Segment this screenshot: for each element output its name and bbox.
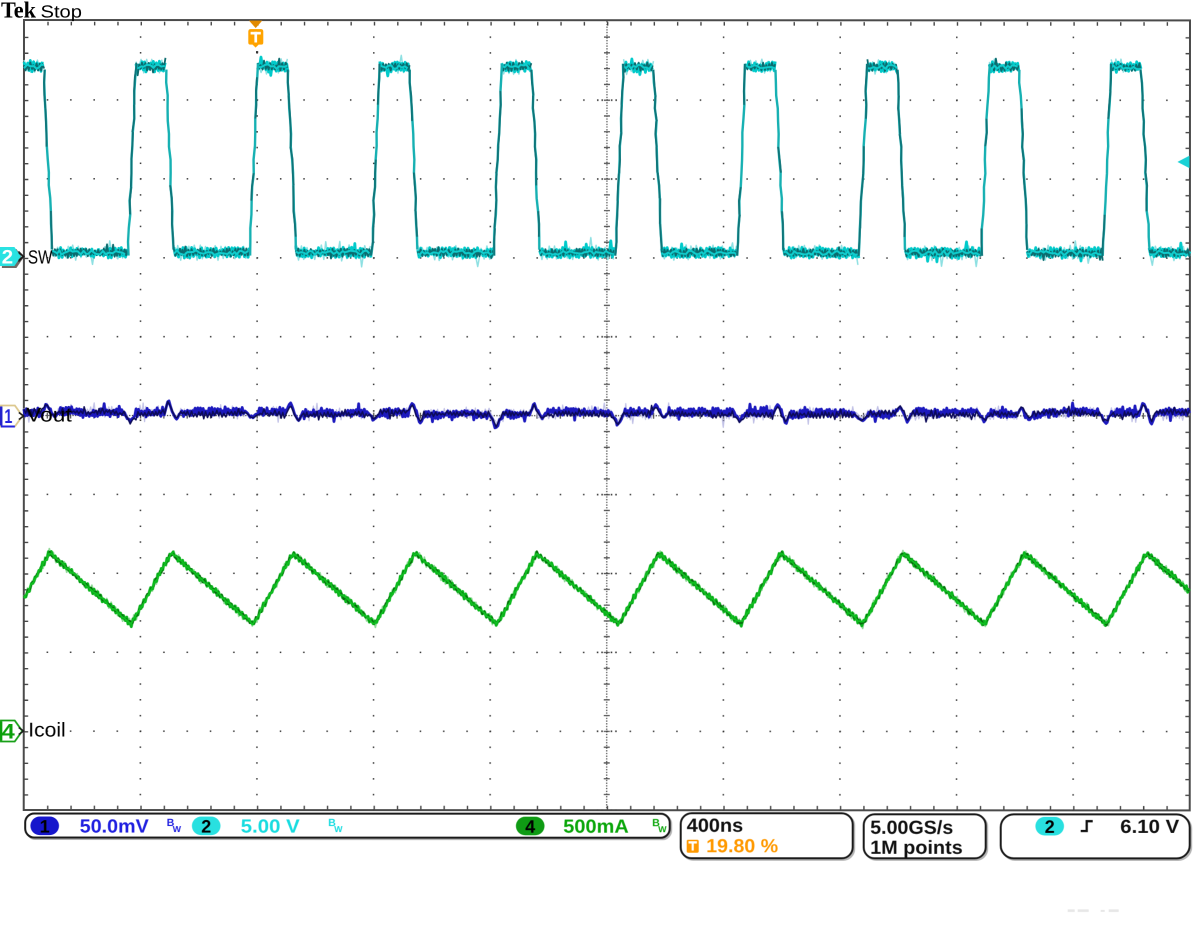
svg-text:4: 4 (525, 816, 535, 836)
svg-text:5.00GS/s: 5.00GS/s (870, 818, 953, 839)
svg-text:4: 4 (2, 721, 15, 744)
svg-text:2: 2 (2, 247, 14, 269)
svg-text:Stop: Stop (40, 1, 82, 21)
svg-text:W: W (658, 824, 667, 834)
svg-text:19.80 %: 19.80 % (706, 836, 778, 857)
svg-text:6.10 V: 6.10 V (1120, 817, 1179, 838)
svg-text:400ns: 400ns (687, 816, 744, 837)
svg-text:2: 2 (201, 816, 211, 836)
svg-text:B: B (328, 817, 336, 829)
svg-text:B: B (652, 817, 660, 829)
svg-text:1: 1 (40, 816, 50, 836)
svg-text:1M points: 1M points (870, 838, 963, 859)
svg-text:2: 2 (1045, 817, 1055, 837)
svg-text:Icoil: Icoil (28, 719, 66, 741)
svg-text:SW: SW (28, 248, 53, 269)
svg-text:50.0mV: 50.0mV (80, 817, 149, 838)
svg-text:500mA: 500mA (563, 817, 629, 838)
svg-text:1: 1 (4, 406, 12, 428)
svg-text:W: W (334, 824, 343, 834)
svg-text:Vout: Vout (26, 404, 72, 426)
svg-text:Tek: Tek (1, 0, 36, 23)
svg-text:5.00 V: 5.00 V (241, 817, 300, 838)
svg-text:B: B (167, 817, 175, 829)
svg-text:W: W (173, 824, 182, 834)
